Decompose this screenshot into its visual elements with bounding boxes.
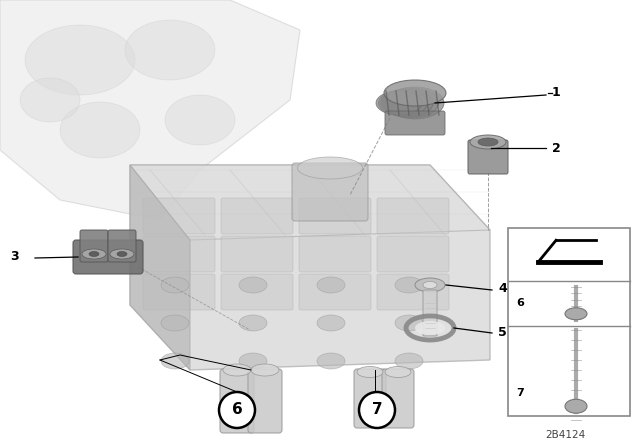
- Circle shape: [359, 392, 395, 428]
- FancyBboxPatch shape: [299, 198, 371, 234]
- Ellipse shape: [317, 353, 345, 369]
- Ellipse shape: [317, 315, 345, 331]
- Ellipse shape: [395, 353, 423, 369]
- FancyBboxPatch shape: [143, 198, 215, 234]
- Ellipse shape: [223, 364, 251, 376]
- FancyBboxPatch shape: [468, 140, 508, 174]
- FancyBboxPatch shape: [221, 274, 293, 310]
- Ellipse shape: [117, 251, 127, 257]
- Ellipse shape: [165, 95, 235, 145]
- Ellipse shape: [478, 138, 498, 146]
- FancyBboxPatch shape: [143, 274, 215, 310]
- FancyBboxPatch shape: [221, 236, 293, 272]
- Ellipse shape: [239, 315, 267, 331]
- Ellipse shape: [386, 87, 444, 119]
- Text: 6: 6: [232, 402, 243, 418]
- Ellipse shape: [395, 277, 423, 293]
- Ellipse shape: [25, 25, 135, 95]
- FancyBboxPatch shape: [220, 369, 254, 433]
- FancyBboxPatch shape: [382, 369, 414, 428]
- Text: 5: 5: [498, 326, 507, 339]
- Text: 2: 2: [552, 142, 561, 155]
- Ellipse shape: [20, 78, 80, 122]
- Ellipse shape: [89, 251, 99, 257]
- FancyBboxPatch shape: [73, 240, 143, 274]
- Ellipse shape: [161, 353, 189, 369]
- Polygon shape: [0, 0, 300, 220]
- Ellipse shape: [415, 321, 445, 335]
- FancyBboxPatch shape: [299, 274, 371, 310]
- Text: 6: 6: [516, 298, 524, 308]
- Ellipse shape: [381, 89, 433, 117]
- Ellipse shape: [383, 88, 438, 118]
- Circle shape: [219, 392, 255, 428]
- Ellipse shape: [298, 157, 362, 179]
- Ellipse shape: [239, 277, 267, 293]
- Ellipse shape: [423, 281, 437, 289]
- Ellipse shape: [565, 308, 587, 320]
- Ellipse shape: [251, 364, 279, 376]
- FancyBboxPatch shape: [299, 236, 371, 272]
- Ellipse shape: [385, 366, 411, 378]
- Ellipse shape: [82, 249, 106, 259]
- Ellipse shape: [239, 353, 267, 369]
- Ellipse shape: [415, 278, 445, 292]
- Polygon shape: [130, 165, 490, 370]
- Ellipse shape: [376, 91, 422, 115]
- Bar: [508, 228, 630, 416]
- FancyBboxPatch shape: [80, 230, 108, 262]
- Text: 7: 7: [516, 388, 524, 398]
- FancyBboxPatch shape: [221, 198, 293, 234]
- Ellipse shape: [470, 135, 506, 149]
- FancyBboxPatch shape: [385, 111, 445, 135]
- Ellipse shape: [161, 277, 189, 293]
- FancyBboxPatch shape: [108, 230, 136, 262]
- FancyBboxPatch shape: [423, 290, 437, 336]
- Ellipse shape: [317, 277, 345, 293]
- FancyBboxPatch shape: [377, 198, 449, 234]
- Text: 7: 7: [372, 402, 382, 418]
- Ellipse shape: [357, 366, 383, 378]
- FancyBboxPatch shape: [292, 163, 368, 221]
- FancyBboxPatch shape: [354, 369, 386, 428]
- Text: 1: 1: [552, 86, 561, 99]
- Polygon shape: [130, 165, 190, 370]
- Ellipse shape: [378, 90, 428, 116]
- Text: 4: 4: [498, 283, 507, 296]
- Polygon shape: [130, 165, 490, 240]
- Ellipse shape: [60, 102, 140, 158]
- FancyBboxPatch shape: [377, 236, 449, 272]
- Ellipse shape: [395, 315, 423, 331]
- Text: 3: 3: [10, 250, 19, 263]
- Ellipse shape: [161, 315, 189, 331]
- FancyBboxPatch shape: [248, 369, 282, 433]
- FancyBboxPatch shape: [143, 236, 215, 272]
- Ellipse shape: [565, 399, 587, 413]
- FancyBboxPatch shape: [377, 274, 449, 310]
- Ellipse shape: [110, 249, 134, 259]
- Ellipse shape: [384, 80, 446, 106]
- Text: 2B4124: 2B4124: [545, 430, 585, 440]
- Ellipse shape: [125, 20, 215, 80]
